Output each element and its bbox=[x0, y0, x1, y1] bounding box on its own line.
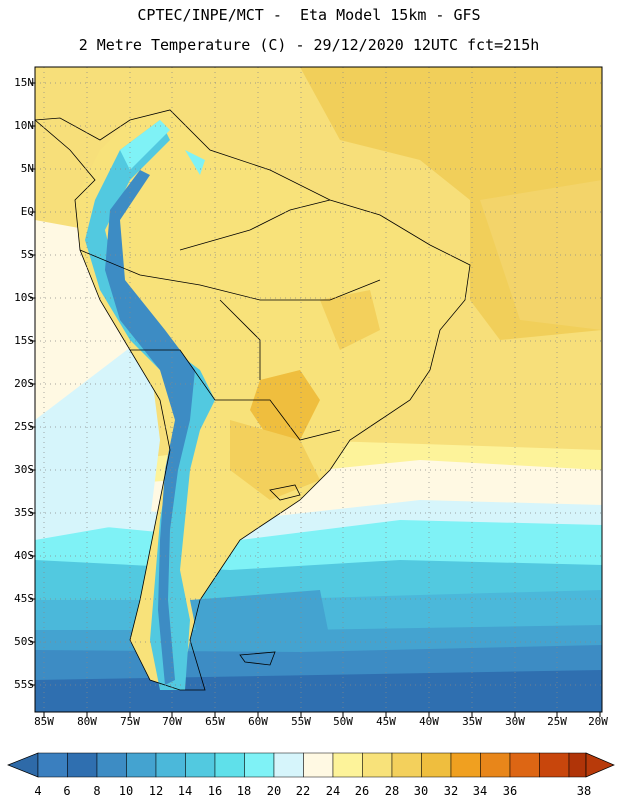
colorbar-label: 8 bbox=[93, 784, 101, 798]
lon-label: 25W bbox=[547, 715, 567, 728]
colorbar-label: 4 bbox=[34, 784, 42, 798]
lat-label: 10N bbox=[14, 119, 34, 132]
colorbar-swatch bbox=[37, 752, 68, 778]
colorbar-label: 26 bbox=[354, 784, 370, 798]
colorbar-label: 32 bbox=[443, 784, 459, 798]
colorbar-swatch bbox=[185, 752, 216, 778]
colorbar-swatch bbox=[96, 752, 127, 778]
map-frame bbox=[34, 66, 603, 713]
colorbar-swatch bbox=[155, 752, 186, 778]
lat-label: 5N bbox=[20, 162, 34, 175]
title-line-2: 2 Metre Temperature (C) - 29/12/2020 12U… bbox=[78, 36, 540, 54]
colorbar-high-arrow bbox=[585, 752, 615, 778]
axis-ticks bbox=[30, 82, 601, 717]
colorbar-label: 18 bbox=[236, 784, 252, 798]
colorbar-swatch bbox=[244, 752, 275, 778]
colorbar-label: 16 bbox=[207, 784, 223, 798]
lon-label: 85W bbox=[34, 715, 54, 728]
colorbar bbox=[7, 752, 615, 778]
lat-label: 50S bbox=[14, 635, 34, 648]
lat-label: 45S bbox=[14, 592, 34, 605]
lat-label: 55S bbox=[14, 678, 34, 691]
lon-label: 80W bbox=[77, 715, 97, 728]
colorbar-label: 24 bbox=[325, 784, 341, 798]
lon-label: 35W bbox=[462, 715, 482, 728]
colorbar-swatch bbox=[273, 752, 304, 778]
coastlines bbox=[35, 109, 471, 691]
lat-label: 35S bbox=[14, 506, 34, 519]
lat-label: 5S bbox=[20, 248, 34, 261]
colorbar-swatch bbox=[126, 752, 157, 778]
colorbar-label: 20 bbox=[266, 784, 282, 798]
colorbar-swatch bbox=[362, 752, 393, 778]
colorbar-swatch bbox=[214, 752, 245, 778]
colorbar-label: 12 bbox=[148, 784, 164, 798]
lon-label: 60W bbox=[248, 715, 268, 728]
lat-label: 25S bbox=[14, 420, 34, 433]
colorbar-swatch bbox=[480, 752, 511, 778]
colorbar-label: 14 bbox=[177, 784, 193, 798]
colorbar-label: 38 bbox=[576, 784, 592, 798]
lon-label: 65W bbox=[205, 715, 225, 728]
colorbar-low-arrow bbox=[7, 752, 39, 778]
lon-label: 55W bbox=[291, 715, 311, 728]
lat-label: 40S bbox=[14, 549, 34, 562]
lat-label: 30S bbox=[14, 463, 34, 476]
lon-label: 30W bbox=[505, 715, 525, 728]
lon-label: 50W bbox=[333, 715, 353, 728]
colorbar-label: 28 bbox=[384, 784, 400, 798]
colorbar-label: 10 bbox=[118, 784, 134, 798]
colorbar-swatch bbox=[509, 752, 540, 778]
title-line-1: CPTEC/INPE/MCT - Eta Model 15km - GFS bbox=[137, 6, 481, 24]
lat-label: 10S bbox=[14, 291, 34, 304]
lat-label: 15N bbox=[14, 76, 34, 89]
lat-label: 20S bbox=[14, 377, 34, 390]
colorbar-swatch bbox=[568, 752, 587, 778]
lat-label: 15S bbox=[14, 334, 34, 347]
colorbar-label: 6 bbox=[63, 784, 71, 798]
colorbar-label: 22 bbox=[295, 784, 311, 798]
lon-label: 75W bbox=[120, 715, 140, 728]
colorbar-label: 36 bbox=[502, 784, 518, 798]
lon-label: 40W bbox=[419, 715, 439, 728]
colorbar-swatch bbox=[539, 752, 570, 778]
colorbar-swatch bbox=[391, 752, 422, 778]
lat-label: EQ bbox=[20, 205, 34, 218]
colorbar-label: 34 bbox=[472, 784, 488, 798]
colorbar-swatch bbox=[332, 752, 363, 778]
colorbar-swatch bbox=[421, 752, 452, 778]
colorbar-swatch bbox=[450, 752, 481, 778]
lon-label: 70W bbox=[162, 715, 182, 728]
lon-label: 45W bbox=[376, 715, 396, 728]
colorbar-swatch bbox=[303, 752, 334, 778]
colorbar-label: 30 bbox=[413, 784, 429, 798]
colorbar-swatch bbox=[67, 752, 98, 778]
lon-label: 20W bbox=[588, 715, 608, 728]
temperature-field bbox=[35, 67, 602, 712]
